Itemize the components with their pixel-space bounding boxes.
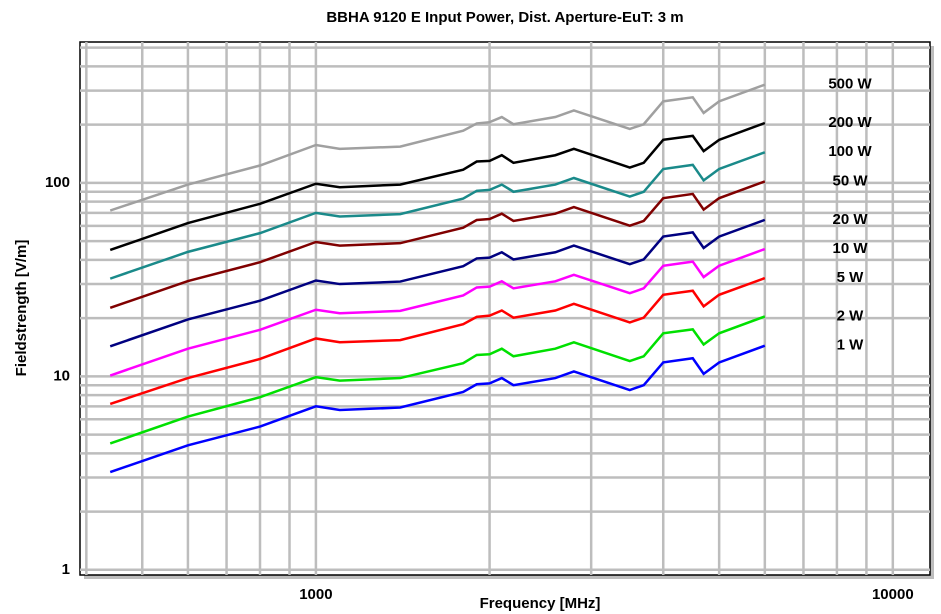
x-tick-label: 10000 xyxy=(872,586,914,603)
x-axis-label: Frequency [MHz] xyxy=(480,595,601,612)
series-label: 100 W xyxy=(828,143,872,160)
y-tick-label: 1 xyxy=(62,561,70,578)
series-label: 2 W xyxy=(837,307,865,324)
series-label: 5 W xyxy=(837,269,865,286)
series-label: 1 W xyxy=(837,337,865,354)
data-line xyxy=(109,218,766,348)
data-line xyxy=(109,315,766,445)
series-label: 50 W xyxy=(832,172,868,189)
data-line xyxy=(109,276,766,406)
data-line xyxy=(109,180,766,310)
data-line xyxy=(109,151,766,280)
data-line xyxy=(109,121,766,252)
data-line xyxy=(109,83,766,212)
data-line xyxy=(109,344,766,474)
series-label: 20 W xyxy=(832,211,868,228)
y-tick-label: 10 xyxy=(53,367,70,384)
chart-title: BBHA 9120 E Input Power, Dist. Aperture-… xyxy=(326,9,683,26)
series-label: 500 W xyxy=(828,76,872,93)
series-label: 10 W xyxy=(832,240,868,257)
data-line xyxy=(109,247,766,377)
plot-area xyxy=(79,41,931,576)
y-tick-label: 100 xyxy=(45,174,70,191)
x-tick-label: 1000 xyxy=(299,586,332,603)
series-label: 200 W xyxy=(828,114,872,131)
y-axis-label: Fieldstrength [V/m] xyxy=(13,240,30,377)
